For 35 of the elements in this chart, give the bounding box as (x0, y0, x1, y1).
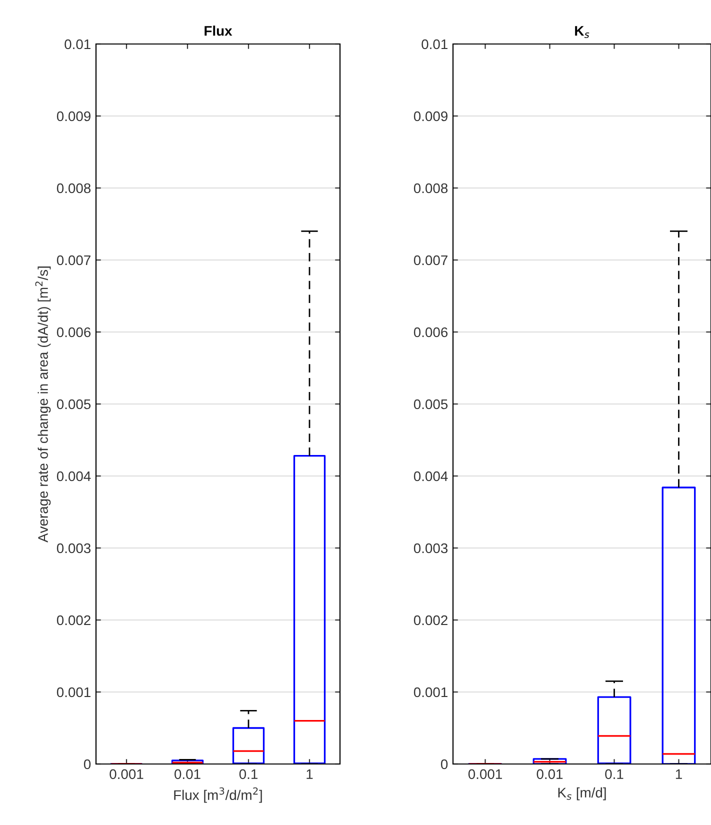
y-tick-label: 0.01 (422, 39, 448, 50)
y-tick-label: 0.007 (56, 255, 90, 266)
y-tick-label: 0.006 (414, 327, 448, 338)
x-tick-label: 0.01 (174, 769, 200, 780)
chart-title: K$_{s}$ (575, 26, 590, 38)
y-axis-title: Average rate of change in area (dA/dt) [m$^{2}$/s] (35, 266, 51, 542)
y-tick-label: 0.004 (56, 471, 91, 482)
y-tick-label: 0.003 (414, 543, 448, 554)
x-tick-label: 0.001 (110, 769, 144, 780)
y-tick-label: 0.008 (56, 183, 91, 194)
x-tick-label: 1 (676, 769, 682, 779)
y-tick-label: 0.009 (56, 111, 90, 122)
y-tick-label: 0.009 (414, 111, 448, 122)
y-tick-label: 0 (84, 759, 91, 770)
y-tick-label: 0.003 (56, 543, 91, 554)
y-tick-label: 0.005 (414, 399, 448, 410)
x-tick-label: 0.001 (468, 769, 502, 780)
x-tick-label: 0.1 (239, 769, 258, 780)
y-tick-label: 0 (440, 759, 448, 770)
y-tick-label: 0.001 (56, 687, 90, 698)
chart-title: Flux (204, 26, 232, 36)
y-tick-label: 0.006 (56, 327, 91, 338)
y-tick-label: 0.004 (414, 471, 448, 482)
y-tick-label: 0.007 (414, 255, 448, 266)
y-tick-label: 0.01 (64, 39, 90, 50)
x-axis-title: K$_{s}$ [m/d] (558, 787, 606, 800)
y-tick-label: 0.002 (56, 615, 90, 626)
x-tick-label: 0.1 (605, 769, 624, 780)
y-tick-label: 0.005 (56, 399, 91, 410)
y-tick-label: 0.001 (414, 687, 448, 698)
x-axis-title: Flux [m$^{3}$/d/m$^{2}$] (174, 787, 262, 803)
x-tick-label: 1 (306, 769, 313, 779)
x-tick-label: 0.01 (536, 769, 563, 780)
y-tick-label: 0.008 (414, 183, 448, 194)
y-tick-label: 0.002 (414, 615, 448, 626)
